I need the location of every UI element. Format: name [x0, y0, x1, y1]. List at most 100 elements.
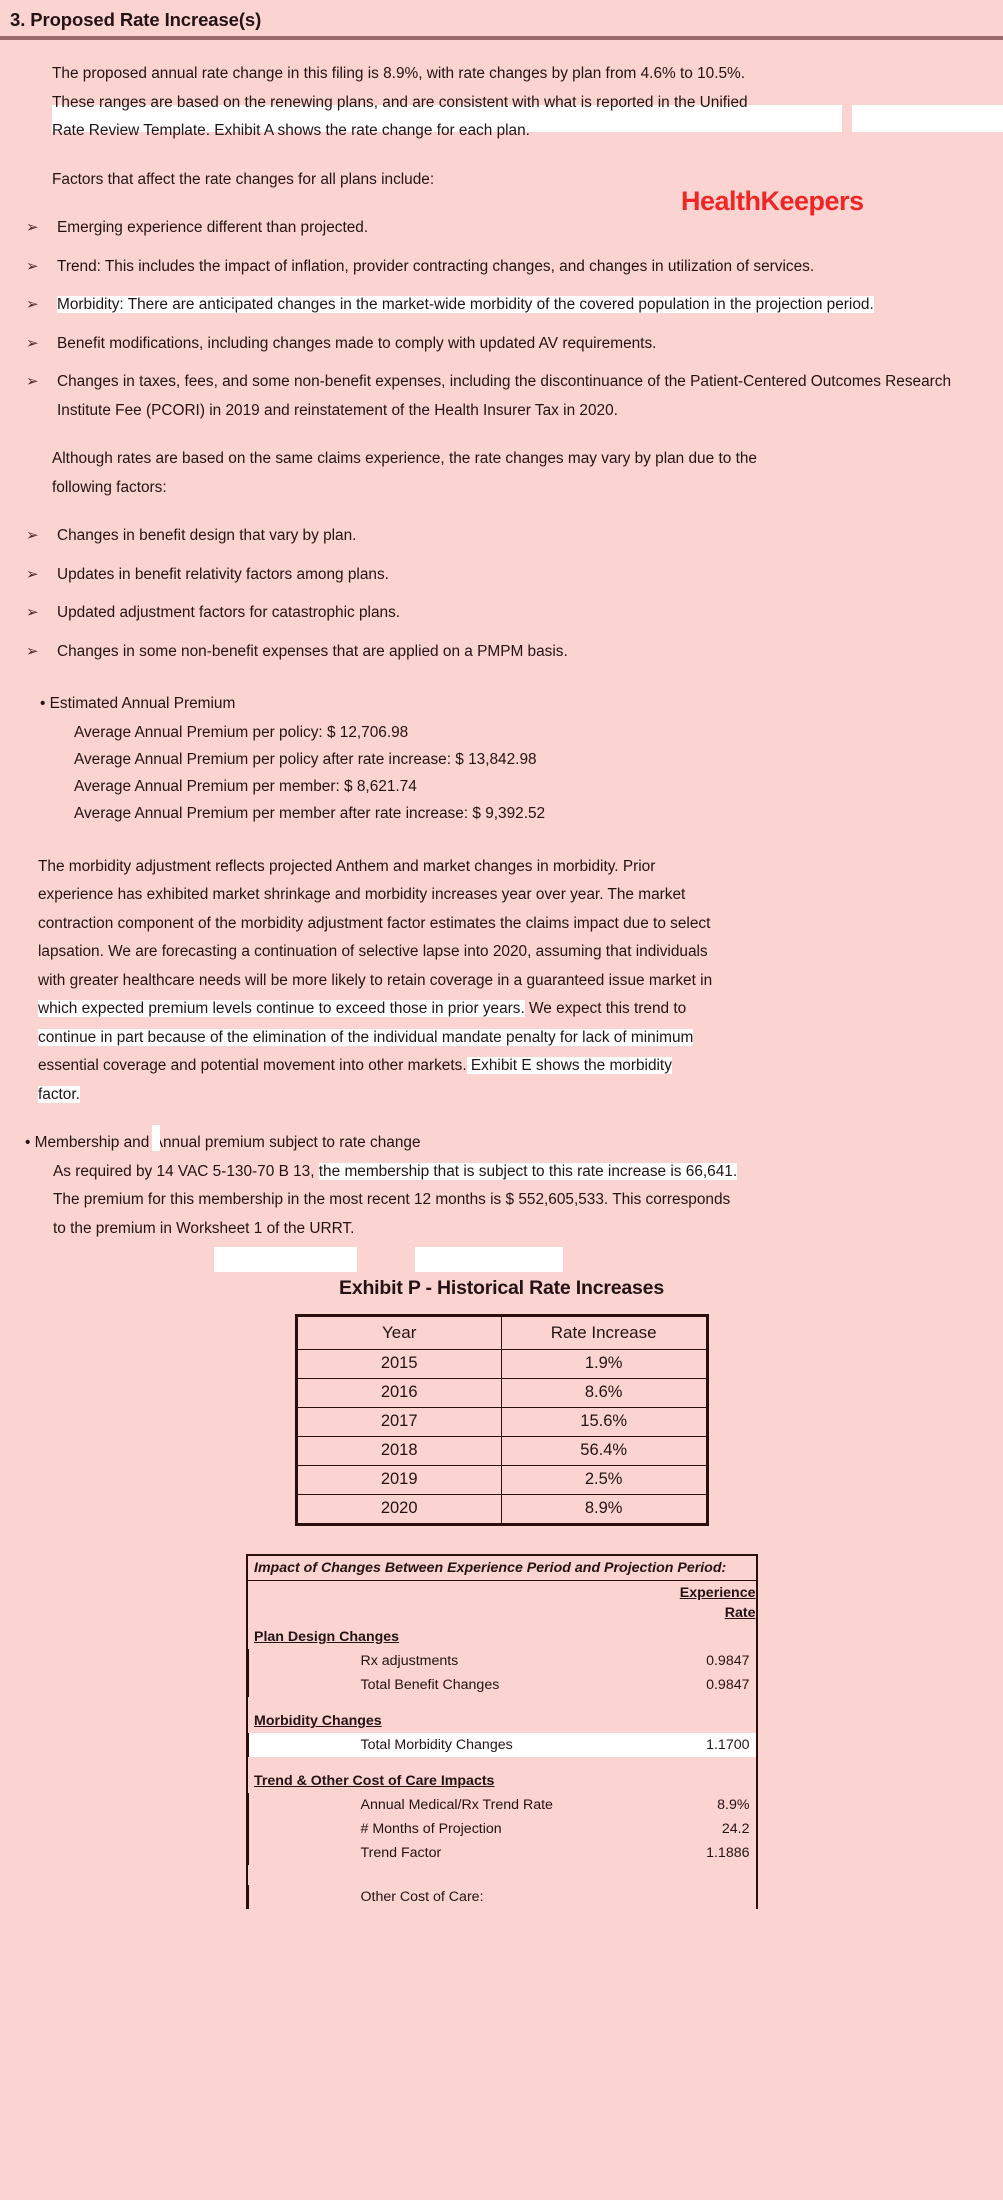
- impact-table-wrapper: Impact of Changes Between Experience Per…: [0, 1554, 1003, 1909]
- vary-factors-list: ➢ Changes in benefit design that vary by…: [0, 522, 1003, 666]
- morbidity-line-8a: essential coverage and potential movemen…: [38, 1057, 467, 1074]
- impact-trailing-label: Other Cost of Care:: [247, 1885, 658, 1909]
- table-row: 2019 2.5%: [295, 1465, 708, 1495]
- impact-spacer-row: [248, 1865, 756, 1885]
- page-title: 3. Proposed Rate Increase(s): [10, 9, 262, 30]
- cell-rate: 1.9%: [500, 1349, 708, 1379]
- list-item-label: Emerging experience different than proje…: [57, 219, 369, 236]
- column-header-year: Year: [295, 1315, 502, 1350]
- arrow-bullet-icon: ➢: [26, 334, 39, 352]
- intro-highlight-band-right: [852, 105, 1003, 132]
- impact-row-label: Annual Medical/Rx Trend Rate: [247, 1793, 658, 1817]
- arrow-bullet-icon: ➢: [26, 565, 39, 583]
- morbidity-line-2: experience has exhibited market shrinkag…: [38, 886, 686, 903]
- impact-column-header: Experience Rate: [679, 1585, 756, 1621]
- list-item: ➢ Trend: This includes the impact of inf…: [0, 253, 1003, 282]
- table-artifact-2020-year: [214, 1247, 357, 1272]
- table-row: 2018 56.4%: [295, 1436, 708, 1466]
- arrow-bullet-icon: ➢: [26, 604, 39, 621]
- cell-year: 2019: [295, 1465, 502, 1495]
- morbidity-line-3: contraction component of the morbidity a…: [38, 914, 711, 932]
- spacer-cell: [248, 1581, 658, 1626]
- table-row: 2016 8.6%: [295, 1378, 708, 1408]
- cell-rate: 56.4%: [500, 1436, 708, 1466]
- table-row: 2015 1.9%: [295, 1349, 708, 1379]
- premium-line: Average Annual Premium per member: $ 8,6…: [74, 777, 417, 795]
- impact-table-box: Impact of Changes Between Experience Per…: [245, 1554, 758, 1909]
- list-item-label: Morbidity: There are anticipated changes…: [57, 296, 874, 313]
- arrow-bullet-icon: ➢: [26, 219, 39, 236]
- impact-group-row: Morbidity Changes: [248, 1709, 756, 1733]
- list-item-label: Updates in benefit relativity factors am…: [57, 565, 389, 583]
- arrow-bullet-icon: ➢: [26, 296, 39, 313]
- factors-lead-text: Factors that affect the rate changes for…: [52, 170, 435, 188]
- list-item-label: Trend: This includes the impact of infla…: [57, 257, 815, 275]
- vary-lead-paragraph: Although rates are based on the same cla…: [52, 445, 965, 502]
- impact-row-label: Rx adjustments: [247, 1649, 658, 1673]
- table-row: Total Benefit Changes 0.9847: [247, 1673, 756, 1697]
- list-item: ➢ Changes in some non-benefit expenses t…: [0, 638, 1003, 667]
- table-row: Rx adjustments 0.9847: [247, 1649, 756, 1673]
- exhibit-p-title: Exhibit P - Historical Rate Increases: [339, 1277, 664, 1299]
- list-item: ➢ Updated adjustment factors for catastr…: [0, 599, 1003, 628]
- estimated-premium-heading: • Estimated Annual Premium: [40, 695, 236, 712]
- cell-year: 2017: [295, 1407, 502, 1437]
- exhibit-p-table-wrapper: Year Rate Increase 2015 1.9% 2016 8.6% 2…: [0, 1314, 1003, 1526]
- intro-line3: Rate Review Template. Exhibit A shows th…: [52, 122, 530, 139]
- morbidity-line-8b: Exhibit E shows the morbidity: [466, 1057, 672, 1074]
- impact-table-title: Impact of Changes Between Experience Per…: [254, 1560, 727, 1576]
- morbidity-paragraph-block: The morbidity adjustment reflects projec…: [38, 853, 973, 1110]
- impact-column-header-row: Experience Rate: [248, 1581, 756, 1626]
- membership-line-3: to the premium in Worksheet 1 of the URR…: [53, 1219, 355, 1237]
- list-item: ➢ Changes in taxes, fees, and some non-b…: [0, 368, 1003, 425]
- cell-year: 2016: [295, 1378, 502, 1408]
- list-item: ➢ Updates in benefit relativity factors …: [0, 561, 1003, 590]
- cell-year: 2015: [295, 1349, 502, 1379]
- membership-block: • Membership and Annual premium subject …: [25, 1129, 973, 1243]
- premium-line: Average Annual Premium per member after …: [74, 804, 546, 822]
- premium-line: Average Annual Premium per policy: $ 12,…: [74, 723, 409, 741]
- impact-row-label: Total Benefit Changes: [247, 1673, 658, 1697]
- morbidity-line-1: The morbidity adjustment reflects projec…: [38, 857, 656, 875]
- arrow-bullet-icon: ➢: [26, 373, 39, 390]
- morbidity-paragraph: The morbidity adjustment reflects projec…: [38, 853, 973, 1110]
- table-row: 2017 15.6%: [295, 1407, 708, 1437]
- list-item: ➢ Morbidity: There are anticipated chang…: [0, 291, 1003, 320]
- list-item-label: Changes in some non-benefit expenses tha…: [57, 642, 568, 660]
- premium-line: Average Annual Premium per policy after …: [74, 750, 537, 768]
- cell-year: 2018: [295, 1436, 502, 1466]
- cell-rate: 8.6%: [500, 1378, 708, 1408]
- list-item: ➢ Emerging experience different than pro…: [0, 214, 1003, 243]
- list-item-label: Changes in taxes, fees, and some non-ben…: [57, 373, 952, 419]
- table-artifact-2020-rate: [415, 1247, 563, 1272]
- morbidity-line-4: lapsation. We are forecasting a continua…: [38, 943, 708, 960]
- factors-lead-block: Factors that affect the rate changes for…: [52, 166, 965, 195]
- list-item-label: Updated adjustment factors for catastrop…: [57, 604, 401, 621]
- intro-highlight-band-left: [52, 105, 842, 132]
- impact-group-row: Plan Design Changes: [248, 1625, 756, 1649]
- impact-row-value: 1.1886: [706, 1845, 750, 1861]
- table-artifact-left: [152, 1125, 160, 1151]
- cell-year: 2020: [295, 1494, 502, 1525]
- impact-row-label: Trend Factor: [247, 1841, 658, 1865]
- cell-rate: 8.9%: [500, 1494, 708, 1525]
- arrow-bullet-icon: ➢: [26, 642, 39, 660]
- vary-lead-block: Although rates are based on the same cla…: [52, 445, 965, 502]
- membership-heading: • Membership and Annual premium subject …: [25, 1134, 421, 1151]
- morbidity-line-6a: which expected premium levels continue t…: [38, 1000, 525, 1017]
- membership-line-1b: the membership that is subject to this r…: [318, 1162, 738, 1180]
- impact-spacer-row: [248, 1697, 756, 1709]
- intro-paragraph-block: The proposed annual rate change in this …: [52, 60, 1003, 146]
- impact-group-label: Trend & Other Cost of Care Impacts: [254, 1773, 495, 1789]
- impact-row-value: 0.9847: [706, 1677, 750, 1693]
- table-row: Total Morbidity Changes 1.1700: [247, 1733, 756, 1757]
- impact-table: Impact of Changes Between Experience Per…: [247, 1556, 756, 1909]
- membership-paragraph: As required by 14 VAC 5-130-70 B 13, the…: [53, 1158, 973, 1244]
- table-header-row: Year Rate Increase: [295, 1315, 708, 1350]
- impact-row-label: # Months of Projection: [247, 1817, 658, 1841]
- impact-group-row: Trend & Other Cost of Care Impacts: [248, 1769, 756, 1793]
- heading-divider: [0, 36, 1003, 40]
- morbidity-line-5: with greater healthcare needs will be mo…: [38, 971, 713, 989]
- impact-spacer-row: [248, 1757, 756, 1769]
- list-item: ➢ Changes in benefit design that vary by…: [0, 522, 1003, 551]
